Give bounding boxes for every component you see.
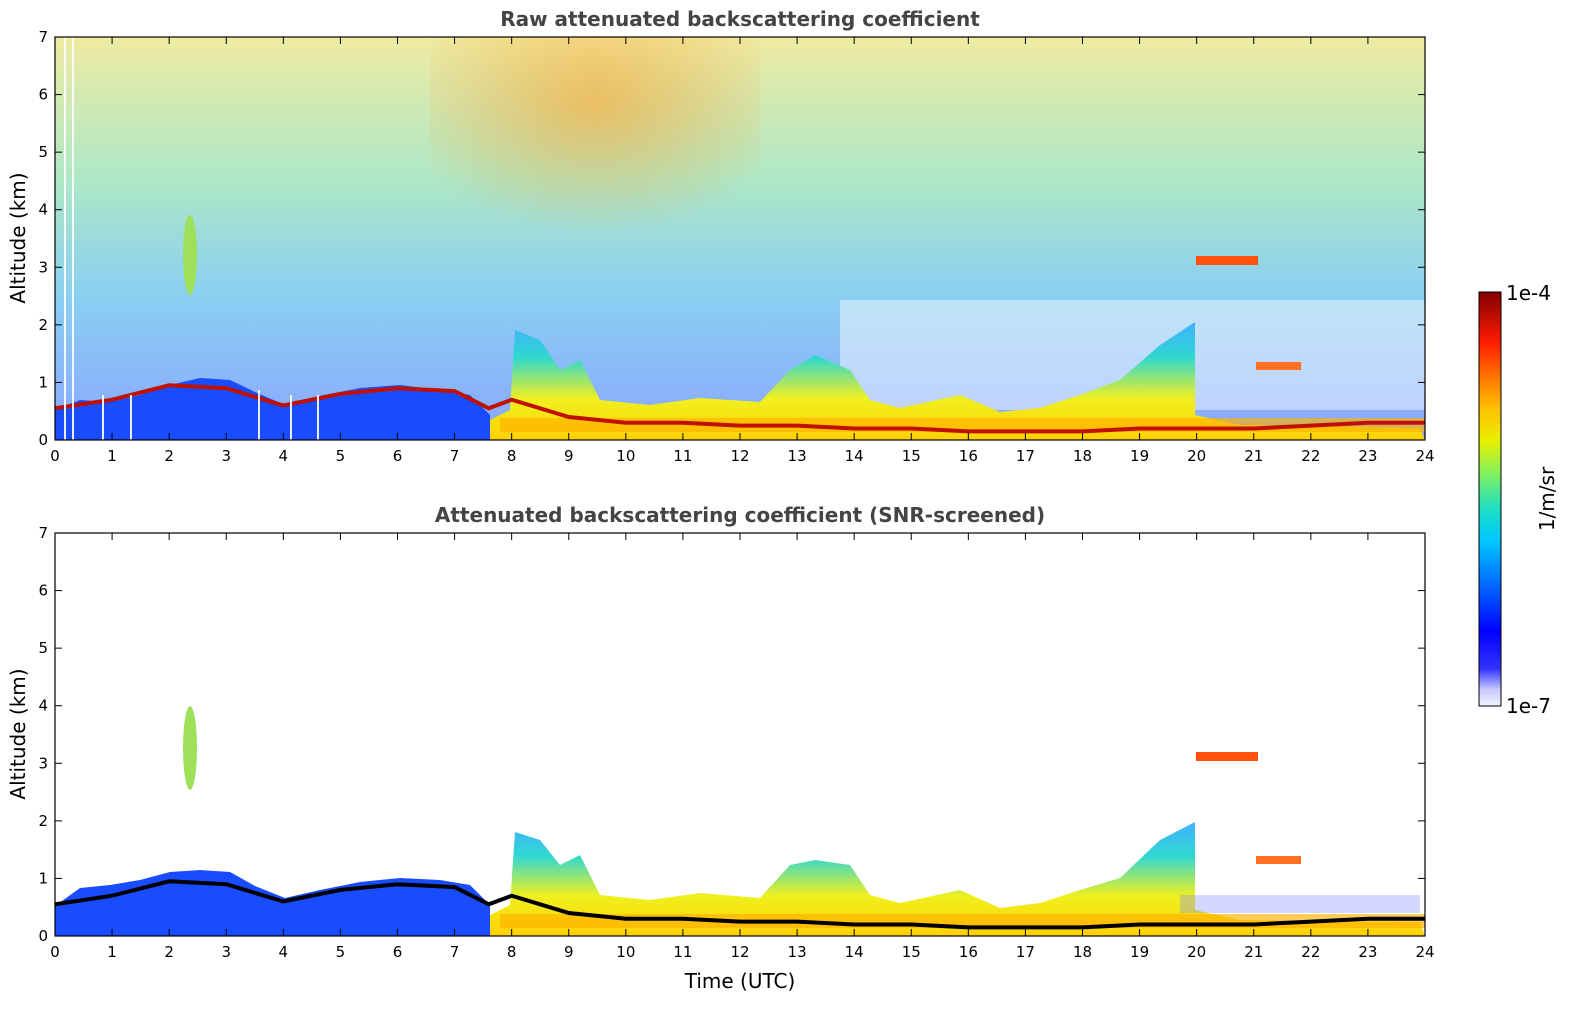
raw-axis-ticks: 0 1 2 3 4 5 6 7 8 9 10 11 12 13 14 15 16 17 18 19 20 21 22 23 24… [38,28,1434,465]
screened-x-tick-label: 12 [730,943,749,961]
screened-panel: Attenuated backscattering coefficient (S… [6,503,1435,993]
raw-boundary-fill [55,378,490,440]
raw-y-tick-label: 5 [38,143,48,161]
raw-panel: Raw attenuated backscattering coefficien… [6,7,1435,465]
colorbar-min-label: 1e-7 [1506,694,1551,718]
raw-x-tick-label: 1 [107,447,117,465]
raw-y-tick-label: 0 [38,431,48,449]
screened-x-tick-label: 8 [507,943,517,961]
raw-mixed-layer [490,322,1425,440]
raw-y-tick-label: 1 [38,373,48,391]
raw-y-axis-label: Altitude (km) [6,172,30,303]
colorbar: 1e-4 1e-7 1/m/sr [1478,281,1559,718]
screened-heatmap [55,533,1425,936]
x-axis-label: Time (UTC) [684,969,796,993]
screened-y-tick-label: 3 [38,754,48,772]
raw-x-tick-label: 4 [279,447,289,465]
screened-y-axis-label: Altitude (km) [6,668,30,799]
raw-boundary-layer-top [55,383,1425,434]
raw-x-tick-label: 15 [902,447,921,465]
raw-x-tick-label: 12 [730,447,749,465]
colorbar-label: 1/m/sr [1535,466,1559,531]
screened-x-tick-label: 3 [221,943,231,961]
raw-heatmap [55,37,1425,440]
screened-x-tick-label: 23 [1358,943,1377,961]
raw-elevated-layer-1 [1196,256,1258,265]
screened-x-tick-label: 4 [279,943,289,961]
screened-x-tick-label: 20 [1187,943,1206,961]
raw-x-tick-label: 16 [959,447,978,465]
raw-x-tick-label: 8 [507,447,517,465]
raw-x-tick-label: 6 [393,447,403,465]
screened-x-tick-label: 15 [902,943,921,961]
raw-elevated-layer-2 [1256,362,1301,370]
raw-x-tick-label: 11 [673,447,692,465]
raw-y-tick-label: 4 [38,201,48,219]
screened-elevated-layer-1 [1196,752,1258,761]
raw-x-tick-label: 24 [1415,447,1434,465]
raw-x-tick-label: 23 [1358,447,1377,465]
screened-x-tick-label: 9 [564,943,574,961]
screened-y-tick-label: 2 [38,812,48,830]
screened-x-tick-label: 19 [1130,943,1149,961]
screened-x-tick-label: 6 [393,943,403,961]
screened-x-tick-label: 18 [1073,943,1092,961]
raw-aerosol-layer [183,215,197,295]
screened-y-tick-label: 1 [38,869,48,887]
screened-x-tick-label: 16 [959,943,978,961]
screened-y-tick-label: 4 [38,697,48,715]
screened-x-tick-label: 1 [107,943,117,961]
screened-elevated-layer-2 [1256,856,1301,864]
raw-x-tick-label: 18 [1073,447,1092,465]
raw-y-tick-label: 6 [38,86,48,104]
raw-x-tick-label: 13 [788,447,807,465]
raw-x-tick-label: 17 [1016,447,1035,465]
raw-x-tick-label: 19 [1130,447,1149,465]
screened-boundary-layer-top [55,879,1425,930]
raw-x-tick-label: 10 [616,447,635,465]
raw-x-tick-label: 9 [564,447,574,465]
screened-y-tick-label: 6 [38,582,48,600]
screened-y-tick-label: 7 [38,524,48,542]
screened-x-tick-label: 22 [1301,943,1320,961]
colorbar-max-label: 1e-4 [1506,281,1551,305]
screened-x-tick-label: 11 [673,943,692,961]
screened-x-tick-label: 14 [845,943,864,961]
raw-x-tick-label: 3 [221,447,231,465]
screened-x-tick-label: 13 [788,943,807,961]
raw-y-tick-label: 3 [38,258,48,276]
screened-x-tick-label: 7 [450,943,460,961]
screened-x-tick-label: 5 [336,943,346,961]
raw-x-tick-label: 20 [1187,447,1206,465]
screened-mixed-layer [490,822,1425,936]
raw-x-tick-label: 14 [845,447,864,465]
screened-panel-title: Attenuated backscattering coefficient (S… [435,503,1045,527]
raw-x-tick-label: 0 [50,447,60,465]
raw-x-tick-label: 2 [164,447,174,465]
screened-axis-ticks: 0 1 2 3 4 5 6 7 8 9 10 11 12 13 14 15 16 17 18 19 20 21 22 23 24… [38,524,1434,961]
screened-y-tick-label: 0 [38,927,48,945]
raw-x-tick-label: 21 [1244,447,1263,465]
screened-x-tick-label: 21 [1244,943,1263,961]
raw-y-tick-label: 7 [38,28,48,46]
screened-aerosol-layer [183,706,197,790]
screened-x-tick-label: 0 [50,943,60,961]
screened-x-tick-label: 10 [616,943,635,961]
raw-y-tick-label: 2 [38,316,48,334]
raw-x-tick-label: 5 [336,447,346,465]
raw-x-tick-label: 7 [450,447,460,465]
raw-panel-title: Raw attenuated backscattering coefficien… [500,7,980,31]
screened-x-tick-label: 2 [164,943,174,961]
colorbar-gradient [1478,291,1502,707]
screened-x-tick-label: 24 [1415,943,1434,961]
raw-x-tick-label: 22 [1301,447,1320,465]
screened-x-tick-label: 17 [1016,943,1035,961]
screened-y-tick-label: 5 [38,639,48,657]
